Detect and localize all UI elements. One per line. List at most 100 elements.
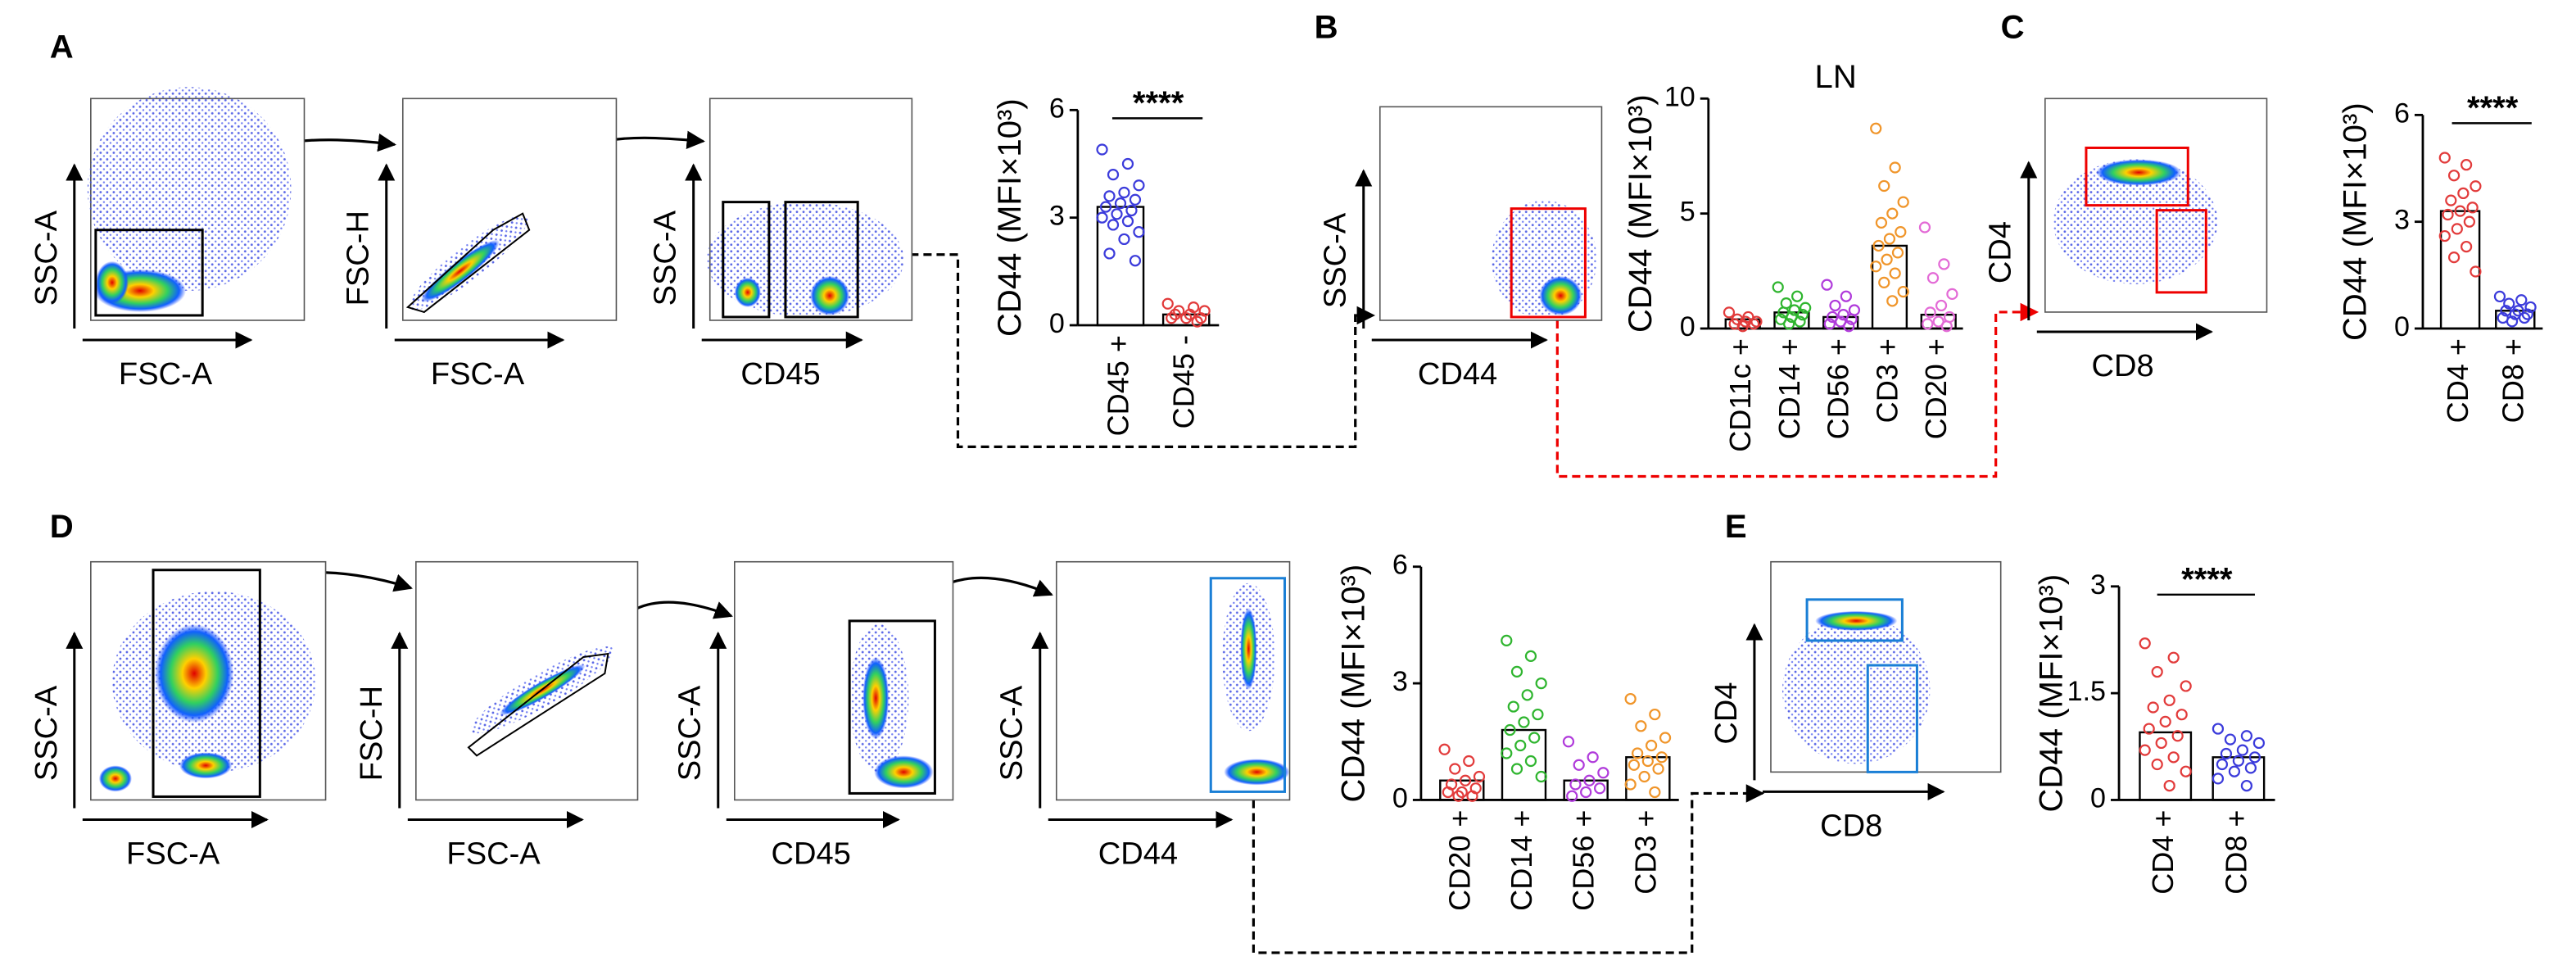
panel-label: C [2001,10,2025,46]
data-point [1736,320,1749,333]
y-axis-label: CD4 [1984,221,2018,283]
data-point [1573,759,1585,771]
data-point [1121,157,1134,170]
data-point [2236,744,2249,756]
data-point [2220,747,2233,760]
bar [1161,313,1211,327]
data-point [1645,739,1658,752]
data-point [1524,755,1537,768]
data-point [2438,152,2451,164]
data-point [1946,288,1958,301]
y-tick-label: 0 [1680,311,1695,342]
data-point [1173,305,1185,317]
gate [1866,664,1918,773]
y-axis-label: SSC-A [649,210,683,306]
data-point [1466,790,1478,802]
bar [1096,206,1145,327]
data-point [1635,720,1647,732]
x-tick-label: CD3 + [1628,809,1662,894]
y-axis-label: SSC-A [673,685,708,781]
density-hotspot [2095,159,2182,186]
data-point [1566,790,1578,802]
x-axis-label: CD44 [1098,837,1178,872]
data-point [1504,723,1516,737]
event-cloud [1782,615,1931,764]
data-point [1473,770,1486,783]
density-hotspot [95,261,129,304]
y-tick-label: 3 [1049,201,1065,232]
data-point [1878,276,1890,288]
data-point [1641,755,1654,768]
data-point [1889,267,1901,279]
gate [152,569,261,798]
bar [2139,731,2193,801]
data-point [1881,253,1893,265]
data-point [1821,279,1833,291]
data-point [2521,308,2533,320]
data-point [1111,208,1123,220]
data-point [1121,215,1134,228]
y-tick-label: 5 [1680,197,1695,228]
significance-label: **** [2181,561,2233,597]
data-point [2216,758,2229,771]
data-point [1659,732,1672,744]
x-tick-label: CD11c + [1723,338,1757,452]
data-point [2151,758,2163,771]
gate [2085,146,2189,207]
data-point [2224,733,2237,746]
data-point [2457,187,2470,200]
x-tick-label: CD3 + [1870,338,1904,423]
bar [1563,779,1609,801]
data-point [1452,790,1465,802]
data-point [1099,201,1112,213]
data-point [1935,299,1948,312]
x-axis-label: FSC-A [126,837,220,872]
data-point [1772,281,1784,293]
data-point [1510,665,1523,678]
data-point [2180,765,2192,777]
data-point [1118,233,1130,246]
data-point [1891,247,1904,259]
data-point [1535,677,1547,690]
density-hotspot [155,623,234,723]
bar-chart: 0 3 6 CD44 (MFI×10³) CD4 + CD8 + **** [2337,90,2543,423]
density-hotspot [874,755,934,789]
data-point [2503,297,2515,310]
data-point [2244,762,2257,774]
y-axis-label: SSC-A [1319,212,1353,308]
density-hotspot [1539,275,1582,315]
data-point [2451,223,2463,235]
y-tick-label: 0 [1392,782,1408,814]
data-point [1652,763,1664,775]
x-tick-label: CD20 + [1919,338,1953,439]
data-point [2438,229,2451,242]
flow-plot: CD8 CD4 [1709,560,2002,844]
data-point [1103,190,1116,202]
data-point [2139,744,2151,756]
data-point [2463,215,2475,228]
data-point [1510,763,1523,775]
data-point [1133,226,1145,238]
data-point [1463,755,1475,768]
data-point [1569,778,1582,791]
data-point [1649,708,1661,721]
gate [2155,209,2207,294]
data-point [1940,320,1953,333]
data-point [1129,193,1142,206]
data-point [1180,312,1193,324]
data-point [2147,701,2159,714]
flow-plot: FSC-A FSC-H [342,97,618,392]
panel-label: A [50,29,74,66]
gate [784,201,859,319]
flow-plot: CD45 SSC-A [673,560,954,872]
data-point [1747,318,1760,330]
y-tick-label: 0 [2090,782,2106,814]
data-point [1632,747,1644,759]
flow-plot: CD44 SSC-A [1319,106,1603,392]
data-point [1938,258,1950,270]
data-point [1169,308,1181,320]
data-point [1926,272,1940,284]
data-point [1843,320,1855,333]
data-point [1870,122,1882,134]
panel-label: D [50,509,74,545]
